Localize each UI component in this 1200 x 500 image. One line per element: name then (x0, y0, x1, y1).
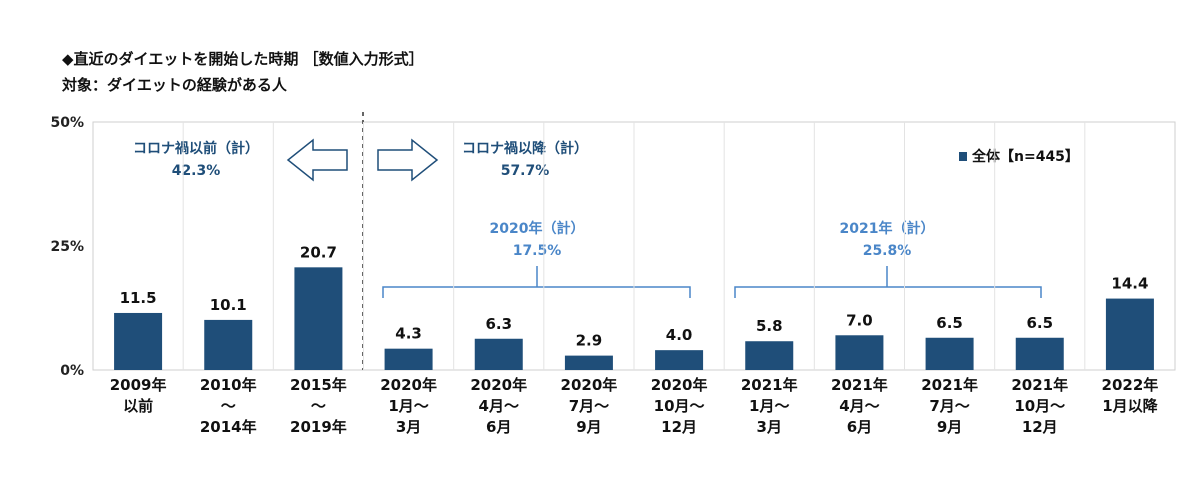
x-tick-label: 12月 (1022, 418, 1058, 436)
bar (204, 319, 253, 370)
bar (294, 267, 343, 370)
arrow-left-icon (286, 138, 348, 182)
data-label: 6.5 (1026, 314, 1053, 332)
covid-before-value: 42.3% (172, 163, 221, 179)
x-tick-label: 1月～ (749, 397, 789, 415)
x-tick-label: 9月 (576, 418, 601, 436)
year-2021-value: 25.8% (863, 243, 912, 259)
bar (745, 341, 794, 370)
legend-label: 全体【n=445】 (971, 148, 1079, 165)
bar (1015, 337, 1064, 370)
x-tick-label: 7月～ (929, 397, 969, 415)
x-tick-label: 6月 (486, 418, 511, 436)
chart-subtitle: 対象：ダイエットの経験がある人 (62, 76, 287, 94)
data-label: 2.9 (576, 332, 603, 350)
data-label: 6.3 (485, 315, 512, 333)
x-tick-label: ～ (311, 397, 326, 415)
y-tick-label: 25% (50, 239, 84, 255)
bar (655, 350, 704, 370)
x-tick-label: 2021年 (741, 376, 798, 394)
x-tick-label: 3月 (757, 418, 782, 436)
x-tick-label: 2021年 (831, 376, 888, 394)
x-tick-label: 2020年 (380, 376, 437, 394)
x-tick-label: 9月 (937, 418, 962, 436)
bar (835, 335, 884, 370)
x-tick-label: 4月～ (479, 397, 519, 415)
x-tick-label: 2009年 (110, 376, 167, 394)
data-label: 7.0 (846, 311, 873, 329)
y-tick-label: 0% (60, 363, 84, 379)
year-2020-label: 2020年（計） (490, 220, 585, 237)
x-tick-label: 3月 (396, 418, 421, 436)
x-tick-label: 10月～ (1014, 397, 1065, 415)
x-tick-label: 以前 (123, 397, 153, 415)
x-tick-label: 2019年 (290, 418, 347, 436)
x-tick-label: 2015年 (290, 376, 347, 394)
x-tick-label: 12月 (661, 418, 697, 436)
x-tick-label: ～ (221, 397, 236, 415)
x-tick-label: 10月～ (654, 397, 705, 415)
x-tick-label: 4月～ (839, 397, 879, 415)
bar (1105, 298, 1154, 370)
x-tick-label: 1月以降 (1102, 397, 1158, 415)
covid-before-label: コロナ禍以前（計） (133, 140, 259, 157)
x-tick-label: 2020年 (651, 376, 708, 394)
x-tick-label: 2021年 (921, 376, 978, 394)
bar (384, 348, 433, 370)
chart-title: ◆直近のダイエットを開始した時期 ［数値入力形式］ (62, 50, 424, 68)
data-label: 20.7 (300, 243, 337, 261)
x-tick-label: 2021年 (1011, 376, 1068, 394)
y-tick-label: 50% (50, 115, 84, 131)
covid-after-label: コロナ禍以降（計） (462, 140, 588, 157)
bar (925, 337, 974, 370)
year-2021-label: 2021年（計） (840, 220, 935, 237)
bracket-2020 (382, 266, 691, 298)
bracket-2021 (734, 266, 1042, 298)
data-label: 4.0 (666, 326, 693, 344)
bar (474, 338, 523, 370)
bar (564, 355, 613, 370)
x-tick-label: 1月～ (388, 397, 428, 415)
data-label: 6.5 (936, 314, 963, 332)
arrow-right-icon (377, 138, 439, 182)
data-label: 14.4 (1111, 275, 1148, 293)
legend-swatch (959, 152, 967, 161)
year-2020-value: 17.5% (513, 243, 562, 259)
x-tick-label: 2014年 (200, 418, 257, 436)
x-tick-label: 2010年 (200, 376, 257, 394)
data-label: 5.8 (756, 317, 783, 335)
bar (114, 312, 163, 370)
x-tick-label: 7月～ (569, 397, 609, 415)
x-tick-label: 2020年 (470, 376, 527, 394)
x-tick-label: 6月 (847, 418, 872, 436)
covid-after-value: 57.7% (501, 163, 550, 179)
x-tick-label: 2022年 (1102, 376, 1159, 394)
data-label: 11.5 (120, 289, 157, 307)
x-tick-label: 2020年 (561, 376, 618, 394)
data-label: 10.1 (210, 296, 247, 314)
data-label: 4.3 (395, 325, 422, 343)
